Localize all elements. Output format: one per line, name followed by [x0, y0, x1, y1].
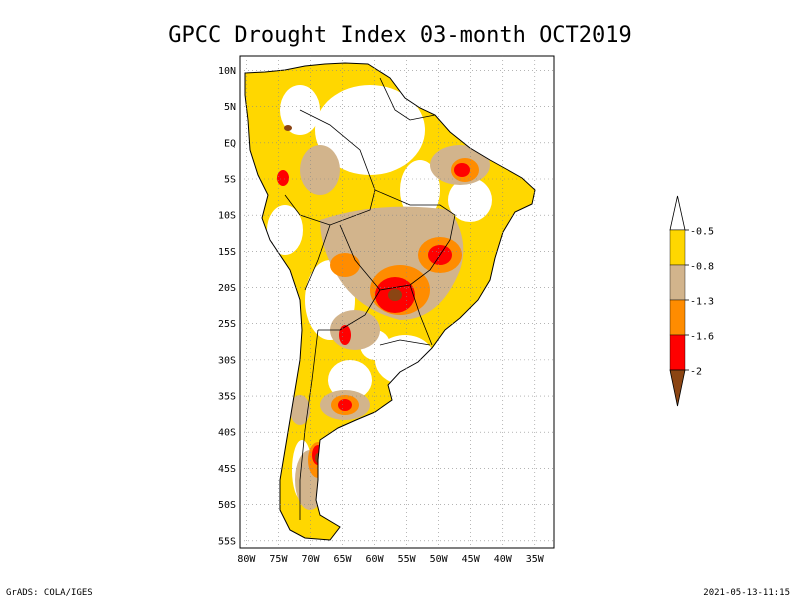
x-axis-labels: 80W 75W 70W 65W 60W 55W 50W 45W 40W 35W: [237, 554, 544, 565]
y-tick-label: 5N: [224, 102, 236, 113]
x-tick-label: 70W: [301, 554, 320, 565]
x-tick-label: 50W: [430, 554, 449, 565]
x-tick-label: 75W: [269, 554, 288, 565]
x-tick-label: 60W: [366, 554, 385, 565]
y-tick-label: EQ: [224, 138, 236, 149]
x-tick-label: 65W: [333, 554, 352, 565]
coastline: [244, 62, 536, 541]
legend-label: -1.6: [690, 332, 714, 343]
legend-cap-top: [669, 195, 686, 231]
country-borders: [284, 77, 456, 520]
y-tick-label: 50S: [218, 500, 236, 511]
grid-lines: [240, 56, 554, 548]
y-tick-label: 15S: [218, 247, 236, 258]
y-tick-label: 30S: [218, 355, 236, 366]
y-tick-label: 40S: [218, 428, 236, 439]
legend-label: -1.3: [690, 297, 714, 308]
y-tick-label: 25S: [218, 319, 236, 330]
x-tick-label: 55W: [398, 554, 417, 565]
legend-cap-bottom: [669, 369, 686, 407]
legend-swatch: [669, 299, 686, 336]
legend-swatch: [669, 229, 686, 266]
legend-swatch: [669, 334, 686, 371]
y-tick-label: 55S: [218, 536, 236, 547]
y-tick-label: 35S: [218, 392, 236, 403]
y-tick-label: 45S: [218, 464, 236, 475]
y-tick-label: 10S: [218, 211, 236, 222]
y-axis-labels: 10N 5N EQ 5S 10S 15S 20S 25S 30S 35S 40S 45S 50S 55S: [218, 66, 236, 547]
x-tick-label: 40W: [494, 554, 513, 565]
legend-label: -0.8: [690, 262, 714, 273]
y-tick-label: 10N: [218, 66, 236, 77]
x-tick-label: 80W: [237, 554, 256, 565]
y-tick-label: 20S: [218, 283, 236, 294]
x-tick-label: 45W: [462, 554, 481, 565]
legend-label: -0.5: [690, 227, 714, 238]
x-tick-label: 35W: [526, 554, 545, 565]
y-tick-label: 5S: [224, 175, 236, 186]
footer-credit-right: 2021-05-13-11:15: [703, 588, 790, 598]
legend: -0.5 -0.8 -1.3 -1.6 -2: [669, 195, 714, 407]
legend-swatch: [669, 264, 686, 301]
map-title: GPCC Drought Index 03-month OCT2019: [168, 23, 632, 48]
footer-credit-left: GrADS: COLA/IGES: [6, 588, 93, 598]
legend-label: -2: [690, 367, 702, 378]
